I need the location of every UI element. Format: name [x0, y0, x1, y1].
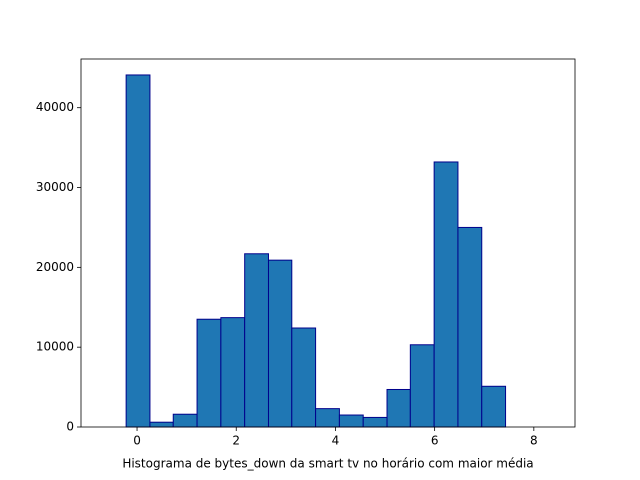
bar [125, 74, 151, 428]
bar [481, 385, 507, 428]
bar [220, 317, 246, 428]
x-tick-label: 2 [232, 434, 240, 448]
bar [386, 388, 411, 428]
bar [149, 421, 174, 428]
x-tick-label: 8 [530, 434, 538, 448]
x-tick-label: 0 [133, 434, 141, 448]
y-tick-label: 10000 [36, 340, 74, 354]
y-tick-label: 40000 [36, 100, 74, 114]
bar [409, 344, 435, 428]
x-tick-label: 4 [332, 434, 340, 448]
y-tick-label: 30000 [36, 180, 74, 194]
bar [338, 414, 364, 428]
bar [196, 318, 222, 428]
y-tick-label: 20000 [36, 260, 74, 274]
bar [362, 416, 388, 428]
bar [291, 327, 317, 428]
bar [315, 408, 340, 428]
x-tick-label: 6 [431, 434, 439, 448]
bar [433, 161, 459, 428]
bar [244, 253, 269, 428]
bar [457, 226, 483, 428]
plot-frame [80, 58, 576, 428]
bar [172, 413, 198, 428]
y-tick-label: 0 [66, 420, 74, 434]
x-axis-label: Histograma de bytes_down da smart tv no … [122, 457, 533, 471]
bar [267, 259, 293, 428]
